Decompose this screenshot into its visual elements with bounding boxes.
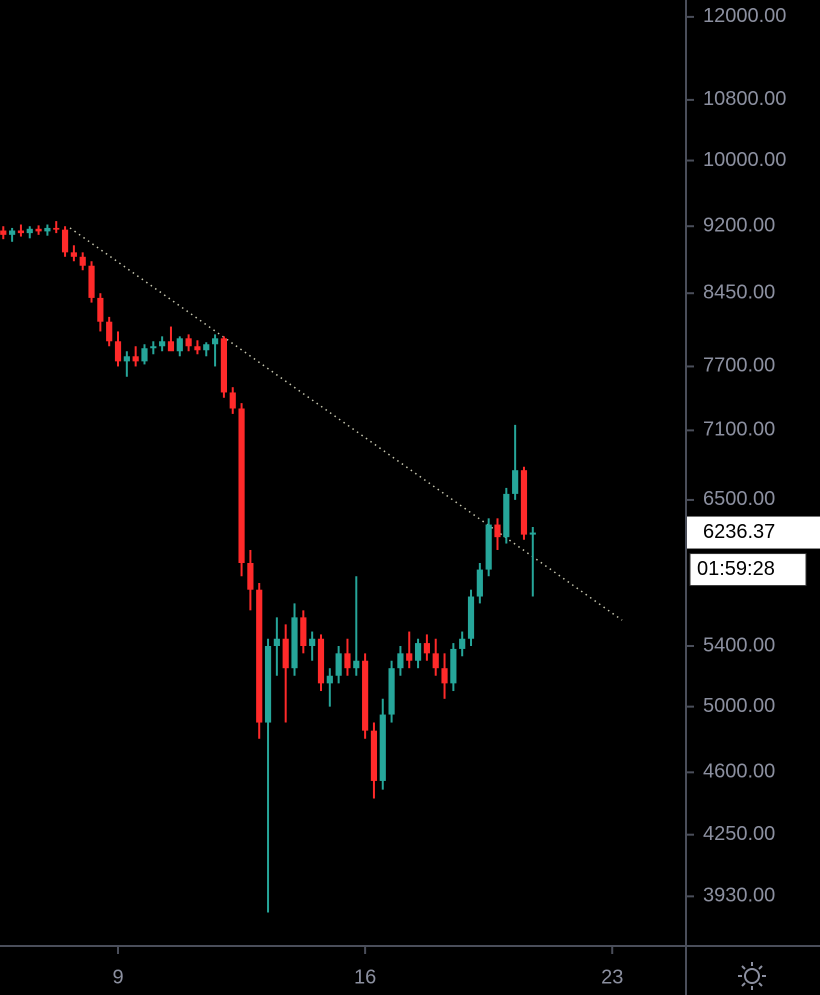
candle-body [282,638,289,669]
candle-body [406,653,413,661]
y-tick-label: 5000.00 [703,695,775,717]
candle-body [459,638,466,649]
candle-body [150,346,157,349]
candle-body [53,227,60,230]
candle-body [370,730,378,781]
y-tick-label: 12000.00 [703,5,786,27]
candle-body [132,356,139,362]
candle-body [432,653,439,669]
candle-body [17,230,25,234]
candle-body [423,643,430,654]
candle-body [194,346,201,351]
candle-body [362,660,369,731]
candle-body [335,653,342,676]
candle-body [291,617,298,669]
candle-body [494,524,501,538]
candle-body [88,265,95,298]
candle-body [256,589,263,723]
countdown-box [689,553,807,587]
candle-body [123,356,130,362]
candle-body [176,338,183,352]
candle-body [229,392,236,409]
y-tick-label: 7100.00 [703,419,775,441]
y-tick-label: 10800.00 [703,88,786,110]
candle-body [79,256,86,266]
y-tick-label: 8450.00 [703,282,775,304]
candle-body [450,648,457,684]
candle-body [414,643,422,661]
y-tick-label: 7700.00 [703,355,775,377]
candle-body [114,341,122,362]
candle-body [326,675,333,684]
last-price-label: 6236.37 [703,521,775,543]
candle-body [379,714,386,781]
candle-body [220,338,228,393]
candle-body [211,338,219,345]
candle-body [485,524,492,570]
candle-body [512,470,519,494]
candle-body [503,493,510,538]
y-tick-label: 10000.00 [703,149,786,171]
candle-body [70,252,77,257]
candle-body [264,646,272,723]
candle-body [159,341,166,347]
candle-body [167,341,175,352]
candle-body [353,660,360,669]
candle-body [44,227,51,232]
candle-body [388,668,395,715]
y-tick-label: 6500.00 [703,488,775,510]
plot-area [0,221,623,913]
candle-body [61,229,69,253]
candle-body [300,617,307,647]
candle-body [529,532,536,535]
x-tick-label: 9 [112,966,123,988]
candle-body [203,344,210,351]
countdown-label: 01:59:28 [697,558,775,580]
candle-body [97,297,104,322]
x-tick-label: 23 [601,966,623,988]
y-tick-label: 4250.00 [703,823,775,845]
y-tick-label: 5400.00 [703,634,775,656]
candle-body [344,653,351,669]
candle-body [317,638,325,684]
candle-body [273,638,280,647]
candle-body [0,230,7,235]
candle-body [309,638,316,647]
candle-body [476,569,483,597]
last-price-box [687,516,820,549]
candle-body [238,408,245,563]
candle-body [247,562,254,590]
y-tick-label: 3930.00 [703,885,775,907]
candle-body [141,348,148,362]
settings-icon[interactable] [738,962,766,990]
candle-body [9,230,16,235]
candle-body [26,228,33,234]
candle-body [35,228,42,232]
candle-body [185,338,192,347]
candle-body [520,470,528,535]
y-tick-label: 9200.00 [703,215,775,237]
candle-body [106,321,113,342]
candle-body [441,668,448,684]
candle-body [467,596,475,639]
candle-body [397,653,404,669]
x-tick-label: 16 [354,966,376,988]
y-tick-label: 4600.00 [703,761,775,783]
